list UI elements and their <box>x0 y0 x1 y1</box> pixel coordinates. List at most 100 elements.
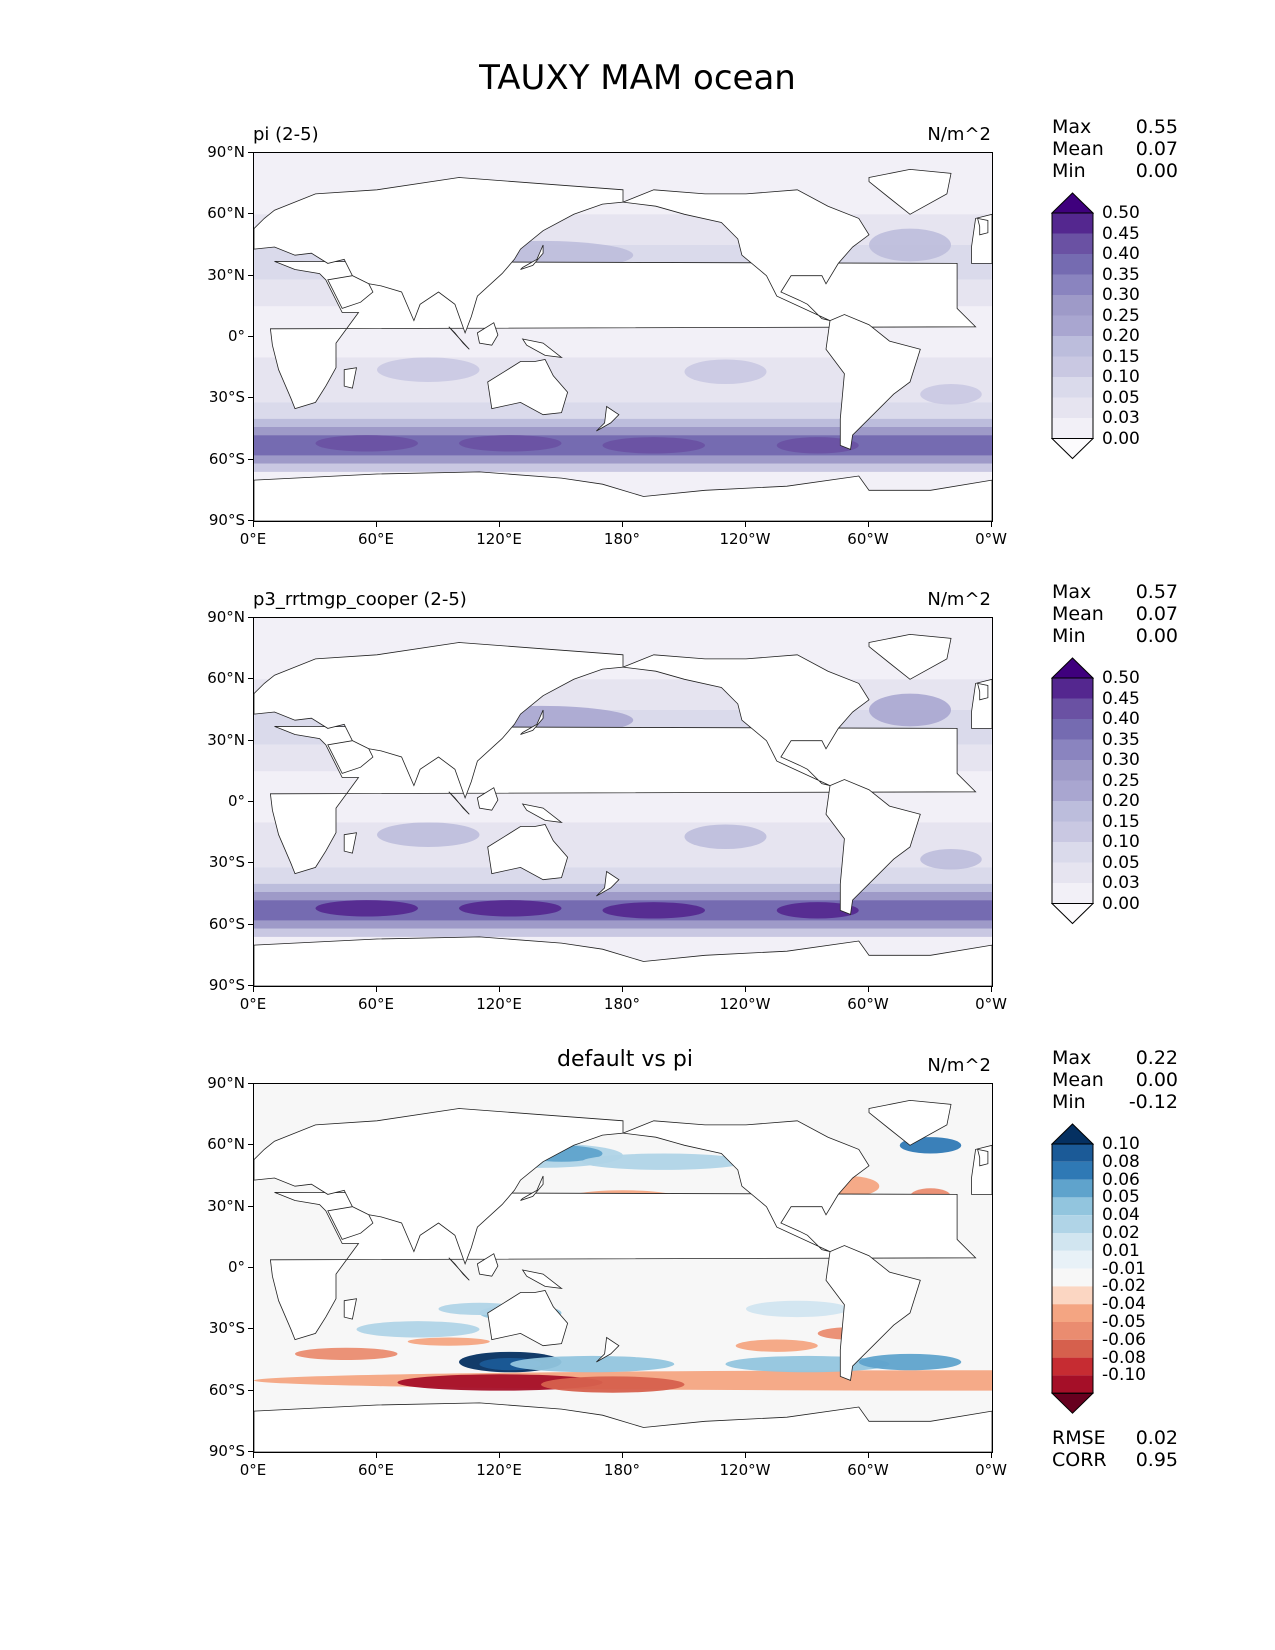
y-tick-label: 60°N <box>207 669 245 688</box>
y-tick-label: 30°S <box>208 853 245 872</box>
y-tick-mark <box>248 678 253 680</box>
colorbar-bin <box>1052 698 1093 719</box>
y-tick-mark <box>248 152 253 153</box>
y-tick-label: 0° <box>227 1258 245 1276</box>
stat-value: 0.07 <box>1135 138 1178 160</box>
colorbar-bin <box>1052 295 1093 316</box>
colorbar-bin <box>1052 1375 1093 1394</box>
x-tick-mark <box>745 987 746 992</box>
x-tick-mark <box>868 987 869 992</box>
metric-label: CORR <box>1052 1449 1107 1471</box>
y-tick-label: 30°N <box>207 265 245 284</box>
stat-label: Max <box>1052 1047 1092 1069</box>
panel-units: N/m^2 <box>927 124 991 145</box>
x-tick-mark <box>745 1453 746 1458</box>
y-tick-label: 30°N <box>207 1196 245 1215</box>
x-tick-label: 60°W <box>847 530 889 548</box>
figure-title: TAUXY MAM ocean <box>479 58 796 98</box>
x-tick-label: 60°E <box>357 1461 395 1479</box>
x-tick-label: 0°E <box>239 530 267 548</box>
colorbar-tick-label: 0.50 <box>1102 203 1140 223</box>
colorbar-tick-label: 0.05 <box>1102 1187 1140 1208</box>
y-tick-label: 90°N <box>207 143 245 161</box>
colorbar-bin <box>1052 1357 1093 1376</box>
x-tick-label: 120°E <box>476 1461 522 1479</box>
x-tick-label: 60°E <box>357 995 395 1013</box>
panel-units: N/m^2 <box>927 589 991 610</box>
x-tick-label: 120°W <box>719 995 771 1013</box>
y-tick-mark <box>248 397 253 399</box>
colorbar-bin <box>1052 760 1093 781</box>
stat-value: -0.12 <box>1128 1091 1178 1113</box>
colorbar <box>1051 657 1094 925</box>
x-tick-mark <box>376 522 377 527</box>
panel-title: default vs pi <box>557 1047 693 1072</box>
colorbar-bin <box>1052 739 1093 760</box>
metric-value: 0.95 <box>1135 1449 1178 1471</box>
x-tick-mark <box>253 1453 254 1458</box>
colorbar-bin <box>1052 1250 1093 1269</box>
y-tick-mark <box>248 1451 253 1452</box>
colorbar-tick-label: -0.05 <box>1102 1312 1146 1332</box>
colorbar-tick-label: 0.04 <box>1102 1205 1140 1226</box>
colorbar-tick-label: -0.08 <box>1102 1347 1146 1368</box>
y-tick-label: 60°N <box>207 1135 245 1154</box>
colorbar-bin <box>1052 1339 1093 1358</box>
colorbar-tick-label: -0.06 <box>1102 1329 1146 1350</box>
x-tick-mark <box>991 1453 992 1458</box>
x-tick-mark <box>499 522 500 527</box>
colorbar-bin <box>1052 315 1093 336</box>
y-tick-mark <box>248 617 253 618</box>
y-tick-label: 30°N <box>207 730 245 749</box>
stat-label: Mean <box>1052 1069 1104 1091</box>
x-tick-label: 0°W <box>975 530 1007 548</box>
y-tick-mark <box>248 739 253 741</box>
colorbar-tick-label: 0.08 <box>1102 1151 1140 1172</box>
colorbar-tick-label: 0.02 <box>1102 1223 1140 1243</box>
colorbar-bin <box>1052 336 1093 357</box>
colorbar-tick-label: 0.03 <box>1102 408 1140 428</box>
colorbar-tick-label: 0.10 <box>1102 1134 1140 1154</box>
x-tick-label: 180° <box>603 1461 641 1479</box>
y-tick-mark <box>248 274 253 276</box>
colorbar-tick-label: 0.15 <box>1102 346 1140 367</box>
stat-value: 0.07 <box>1135 603 1178 625</box>
colorbar-bin <box>1052 356 1093 377</box>
stat-label: Mean <box>1052 603 1104 625</box>
colorbar-tick-label: 0.05 <box>1102 387 1140 408</box>
colorbar-bin <box>1052 1144 1093 1162</box>
stat-value: 0.55 <box>1135 116 1178 138</box>
colorbar-tick-label: 0.00 <box>1102 428 1140 449</box>
colorbar-tick-label: 0.20 <box>1102 326 1140 346</box>
colorbar-bin <box>1052 780 1093 801</box>
x-tick-label: 120°E <box>476 995 522 1013</box>
colorbar-tick-label: 0.45 <box>1102 223 1140 244</box>
stat-value: 0.00 <box>1135 1069 1178 1091</box>
stat-label: Mean <box>1052 138 1104 160</box>
x-tick-label: 0°E <box>239 1461 267 1479</box>
x-tick-mark <box>622 522 623 527</box>
colorbar-tick-label: 0.10 <box>1102 367 1140 387</box>
x-tick-label: 0°E <box>239 995 267 1013</box>
panel-title: pi (2-5) <box>253 124 319 145</box>
x-tick-mark <box>253 522 254 527</box>
x-tick-label: 60°E <box>357 530 395 548</box>
colorbar-tick-label: 0.15 <box>1102 811 1140 832</box>
x-tick-mark <box>499 1453 500 1458</box>
colorbar-bin <box>1052 233 1093 254</box>
x-tick-label: 120°W <box>719 530 771 548</box>
panel-units: N/m^2 <box>927 1055 991 1076</box>
x-tick-mark <box>991 987 992 992</box>
y-tick-label: 90°N <box>207 608 245 626</box>
colorbar-bin <box>1052 274 1093 295</box>
map-plot <box>253 617 993 987</box>
y-tick-label: 60°S <box>208 1380 245 1399</box>
colorbar-tick-label: -0.01 <box>1102 1258 1146 1279</box>
stat-value: 0.57 <box>1135 581 1178 603</box>
y-tick-label: 90°N <box>207 1074 245 1092</box>
y-tick-mark <box>248 862 253 864</box>
x-tick-mark <box>499 987 500 992</box>
colorbar-bin <box>1052 1179 1093 1198</box>
colorbar-tick-label: 0.30 <box>1102 750 1140 770</box>
colorbar-tick-label: 0.25 <box>1102 305 1140 326</box>
